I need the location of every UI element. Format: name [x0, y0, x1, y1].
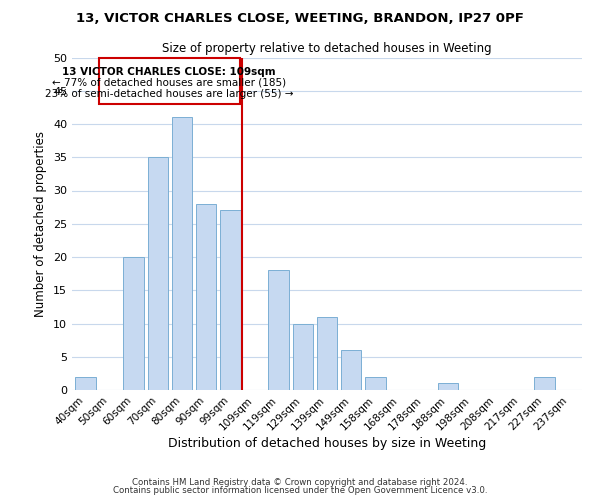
Bar	[534, 376, 555, 390]
Bar	[293, 324, 313, 390]
Bar	[317, 317, 337, 390]
FancyBboxPatch shape	[98, 58, 239, 104]
Title: Size of property relative to detached houses in Weeting: Size of property relative to detached ho…	[162, 42, 492, 55]
Text: ← 77% of detached houses are smaller (185): ← 77% of detached houses are smaller (18…	[52, 78, 286, 88]
Text: Contains HM Land Registry data © Crown copyright and database right 2024.: Contains HM Land Registry data © Crown c…	[132, 478, 468, 487]
Bar	[437, 384, 458, 390]
Text: 13, VICTOR CHARLES CLOSE, WEETING, BRANDON, IP27 0PF: 13, VICTOR CHARLES CLOSE, WEETING, BRAND…	[76, 12, 524, 26]
Bar	[365, 376, 386, 390]
X-axis label: Distribution of detached houses by size in Weeting: Distribution of detached houses by size …	[168, 438, 486, 450]
Bar	[148, 157, 168, 390]
Bar	[75, 376, 95, 390]
Text: 23% of semi-detached houses are larger (55) →: 23% of semi-detached houses are larger (…	[45, 89, 293, 99]
Bar	[220, 210, 241, 390]
Text: 13 VICTOR CHARLES CLOSE: 109sqm: 13 VICTOR CHARLES CLOSE: 109sqm	[62, 67, 276, 77]
Bar	[196, 204, 217, 390]
Bar	[341, 350, 361, 390]
Bar	[172, 118, 192, 390]
Bar	[124, 257, 144, 390]
Y-axis label: Number of detached properties: Number of detached properties	[34, 130, 47, 317]
Text: Contains public sector information licensed under the Open Government Licence v3: Contains public sector information licen…	[113, 486, 487, 495]
Bar	[268, 270, 289, 390]
